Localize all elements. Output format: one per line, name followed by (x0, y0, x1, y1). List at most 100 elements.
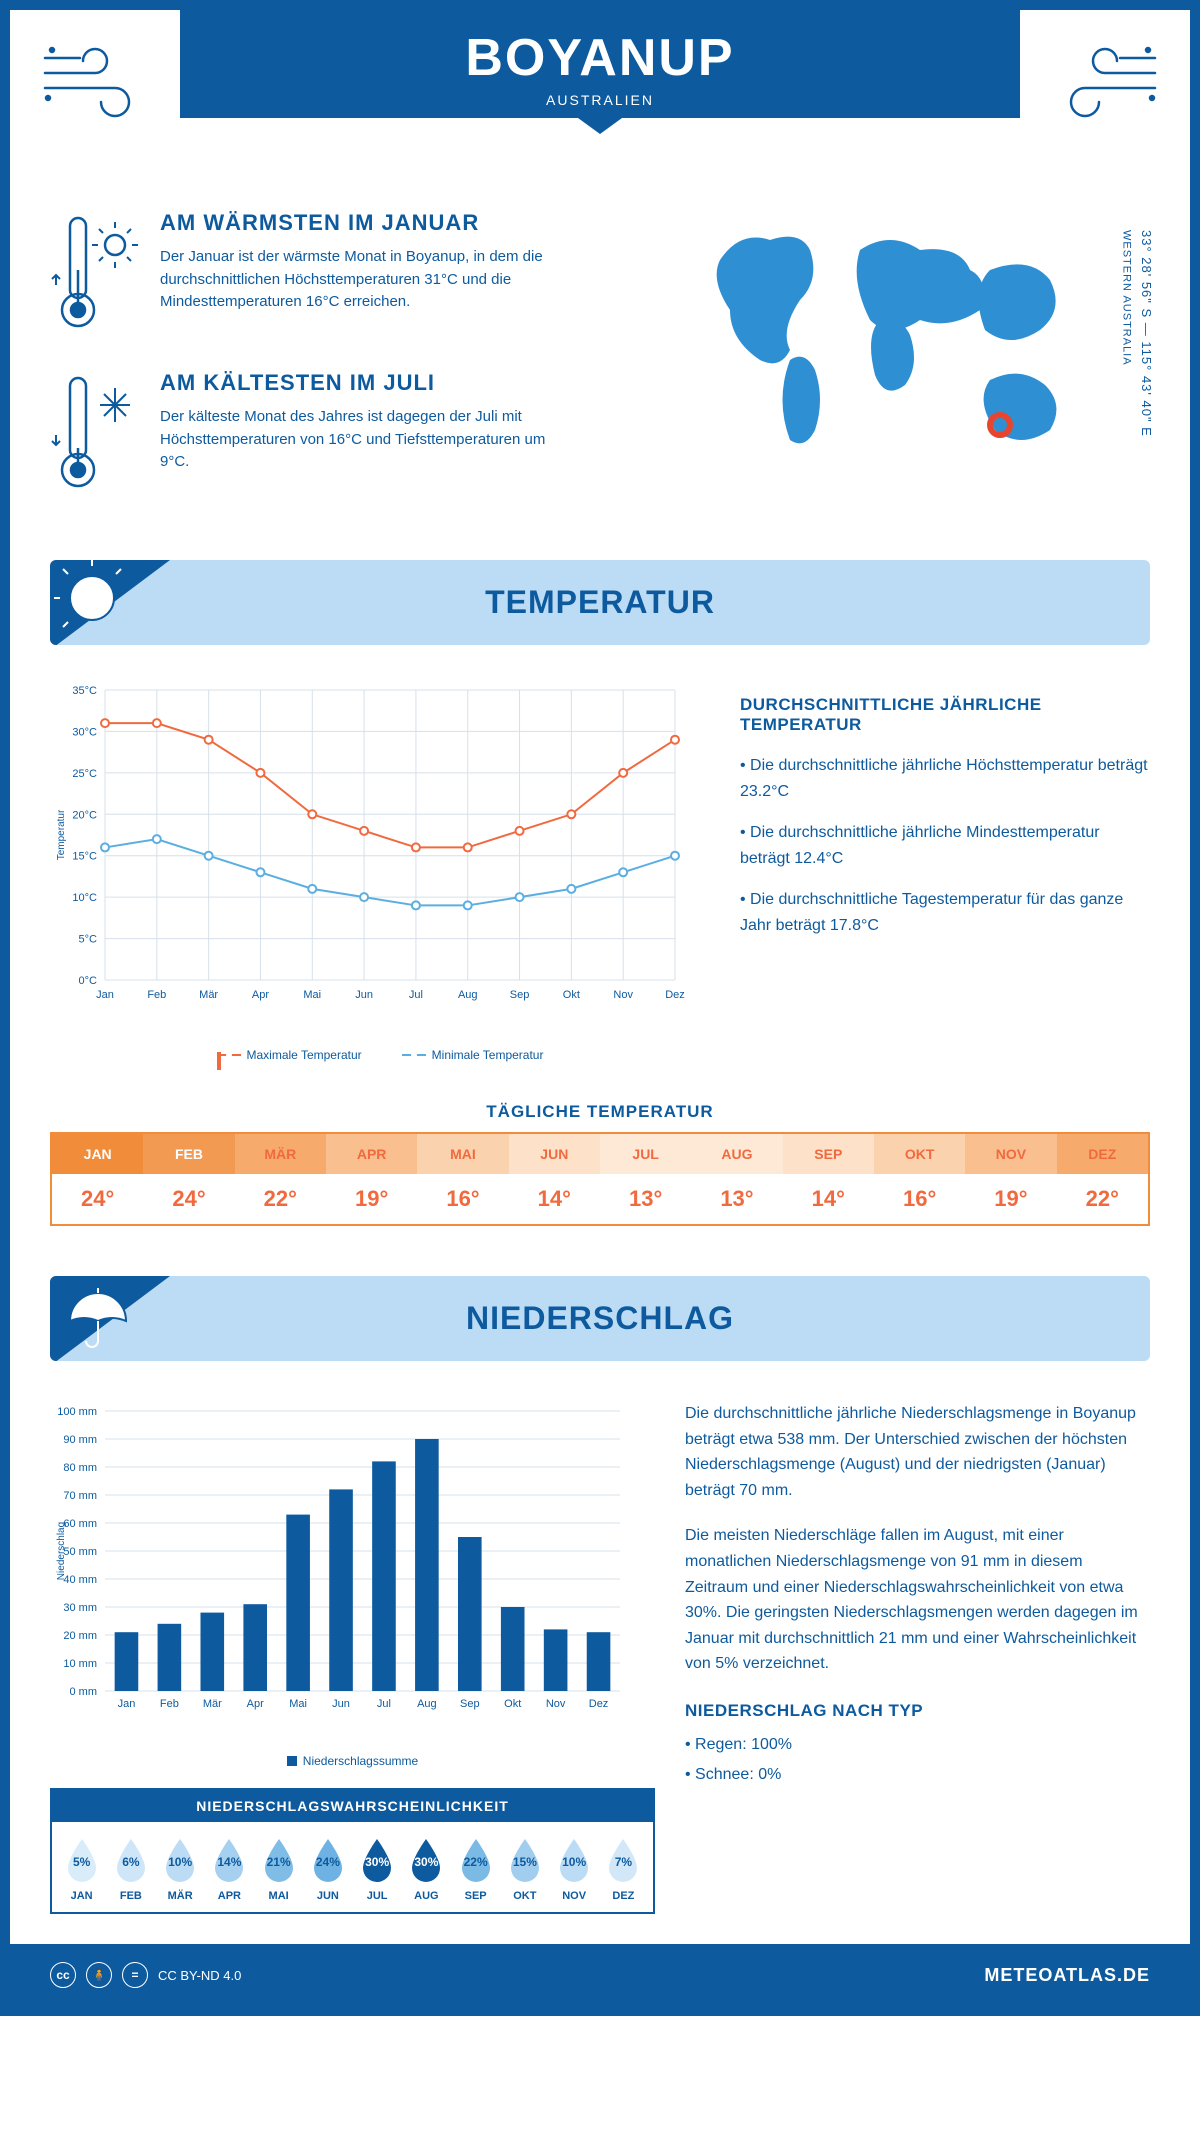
umbrella-icon (50, 1276, 170, 1361)
svg-text:Mär: Mär (203, 1698, 222, 1710)
temp-value: 14° (509, 1174, 600, 1224)
temp-value: 19° (965, 1174, 1056, 1224)
warm-text: Der Januar ist der wärmste Monat in Boya… (160, 246, 560, 314)
prob-cell: 21%MAI (255, 1836, 302, 1902)
month-header: SEP (783, 1134, 874, 1174)
precip-summary-1: Die durchschnittliche jährliche Niedersc… (685, 1401, 1150, 1503)
bytype-item: • Regen: 100% (685, 1732, 1150, 1758)
footer: cc 🧍 = CC BY-ND 4.0 METEOATLAS.DE (10, 1944, 1190, 2006)
svg-text:Dez: Dez (665, 989, 685, 1001)
svg-text:Apr: Apr (247, 1698, 264, 1710)
prob-cell: 5%JAN (58, 1836, 105, 1902)
svg-text:Niederschlag: Niederschlag (56, 1522, 67, 1580)
temp-value: 24° (143, 1174, 234, 1224)
svg-text:90 mm: 90 mm (63, 1434, 97, 1446)
svg-text:Jan: Jan (96, 989, 114, 1001)
wind-icon (1040, 38, 1160, 128)
month-header: OKT (874, 1134, 965, 1174)
svg-text:30 mm: 30 mm (63, 1602, 97, 1614)
svg-text:Sep: Sep (510, 989, 530, 1001)
svg-text:Mai: Mai (303, 989, 321, 1001)
svg-text:Aug: Aug (458, 989, 478, 1001)
temp-value: 22° (1057, 1174, 1148, 1224)
nd-icon: = (122, 1962, 148, 1988)
site-name: METEOATLAS.DE (984, 1965, 1150, 1986)
prob-cell: 6%FEB (107, 1836, 154, 1902)
temp-value: 16° (417, 1174, 508, 1224)
svg-text:Aug: Aug (417, 1698, 437, 1710)
svg-text:Jan: Jan (118, 1698, 136, 1710)
prob-cell: 30%AUG (403, 1836, 450, 1902)
temp-value: 24° (52, 1174, 143, 1224)
prob-cell: 14%APR (206, 1836, 253, 1902)
thermometer-sun-icon (50, 210, 140, 340)
svg-text:15°C: 15°C (72, 851, 97, 863)
svg-text:Nov: Nov (546, 1698, 566, 1710)
temp-value: 14° (783, 1174, 874, 1224)
svg-text:Temperatur: Temperatur (56, 809, 67, 860)
svg-text:70 mm: 70 mm (63, 1490, 97, 1502)
svg-text:Apr: Apr (252, 989, 269, 1001)
svg-text:Jun: Jun (332, 1698, 350, 1710)
svg-text:20°C: 20°C (72, 809, 97, 821)
svg-text:50 mm: 50 mm (63, 1546, 97, 1558)
daily-temp-title: TÄGLICHE TEMPERATUR (10, 1102, 1190, 1122)
prob-cell: 10%MÄR (157, 1836, 204, 1902)
thermometer-snow-icon (50, 370, 140, 500)
daily-temp-table: JANFEBMÄRAPRMAIJUNJULAUGSEPOKTNOVDEZ 24°… (50, 1132, 1150, 1226)
svg-text:Dez: Dez (589, 1698, 609, 1710)
region: WESTERN AUSTRALIA (1121, 230, 1133, 366)
svg-text:5°C: 5°C (79, 934, 98, 946)
cc-icon: cc (50, 1962, 76, 1988)
svg-text:20 mm: 20 mm (63, 1630, 97, 1642)
precip-bytype-title: NIEDERSCHLAG NACH TYP (685, 1697, 1150, 1724)
temp-value: 19° (326, 1174, 417, 1224)
svg-text:10 mm: 10 mm (63, 1658, 97, 1670)
prob-cell: 10%NOV (551, 1836, 598, 1902)
warmest-fact: AM WÄRMSTEN IM JANUAR Der Januar ist der… (50, 210, 600, 340)
prob-cell: 22%SEP (452, 1836, 499, 1902)
by-icon: 🧍 (86, 1962, 112, 1988)
svg-text:Jun: Jun (355, 989, 373, 1001)
month-header: JUN (509, 1134, 600, 1174)
svg-text:25°C: 25°C (72, 768, 97, 780)
month-header: NOV (965, 1134, 1056, 1174)
temp-bullet: • Die durchschnittliche jährliche Mindes… (740, 820, 1150, 871)
coldest-fact: AM KÄLTESTEN IM JULI Der kälteste Monat … (50, 370, 600, 500)
svg-text:10°C: 10°C (72, 892, 97, 904)
prob-cell: 15%OKT (501, 1836, 548, 1902)
svg-text:Jul: Jul (409, 989, 423, 1001)
cold-title: AM KÄLTESTEN IM JULI (160, 370, 560, 396)
license-text: CC BY-ND 4.0 (158, 1968, 241, 1983)
prob-cell: 30%JUL (354, 1836, 401, 1902)
temp-value: 13° (691, 1174, 782, 1224)
precip-legend: Niederschlagssumme (50, 1754, 655, 1768)
precip-summary-2: Die meisten Niederschläge fallen im Augu… (685, 1523, 1150, 1677)
temp-value: 13° (600, 1174, 691, 1224)
precip-probability-table: NIEDERSCHLAGSWAHRSCHEINLICHKEIT 5%JAN6%F… (50, 1788, 655, 1914)
svg-text:Feb: Feb (160, 1698, 179, 1710)
sun-icon (50, 560, 170, 645)
svg-text:100 mm: 100 mm (57, 1406, 97, 1418)
svg-text:Mai: Mai (289, 1698, 307, 1710)
world-map: 33° 28' 56" S — 115° 43' 40" E WESTERN A… (630, 210, 1150, 530)
svg-text:Jul: Jul (377, 1698, 391, 1710)
month-header: JAN (52, 1134, 143, 1174)
coordinates: 33° 28' 56" S — 115° 43' 40" E (1139, 230, 1154, 437)
month-header: FEB (143, 1134, 234, 1174)
header: BOYANUP AUSTRALIEN (10, 10, 1190, 190)
temp-bullet: • Die durchschnittliche jährliche Höchst… (740, 753, 1150, 804)
country-name: AUSTRALIEN (180, 92, 1020, 108)
temperature-section-title: TEMPERATUR (50, 560, 1150, 645)
month-header: MÄR (235, 1134, 326, 1174)
temp-value: 16° (874, 1174, 965, 1224)
temp-bullet: • Die durchschnittliche Tagestemperatur … (740, 887, 1150, 938)
temp-summary-title: DURCHSCHNITTLICHE JÄHRLICHE TEMPERATUR (740, 695, 1150, 735)
svg-text:Nov: Nov (613, 989, 633, 1001)
svg-text:Mär: Mär (199, 989, 218, 1001)
warm-title: AM WÄRMSTEN IM JANUAR (160, 210, 560, 236)
title-banner: BOYANUP AUSTRALIEN (180, 10, 1020, 118)
month-header: DEZ (1057, 1134, 1148, 1174)
svg-text:Feb: Feb (147, 989, 166, 1001)
svg-text:Okt: Okt (504, 1698, 521, 1710)
